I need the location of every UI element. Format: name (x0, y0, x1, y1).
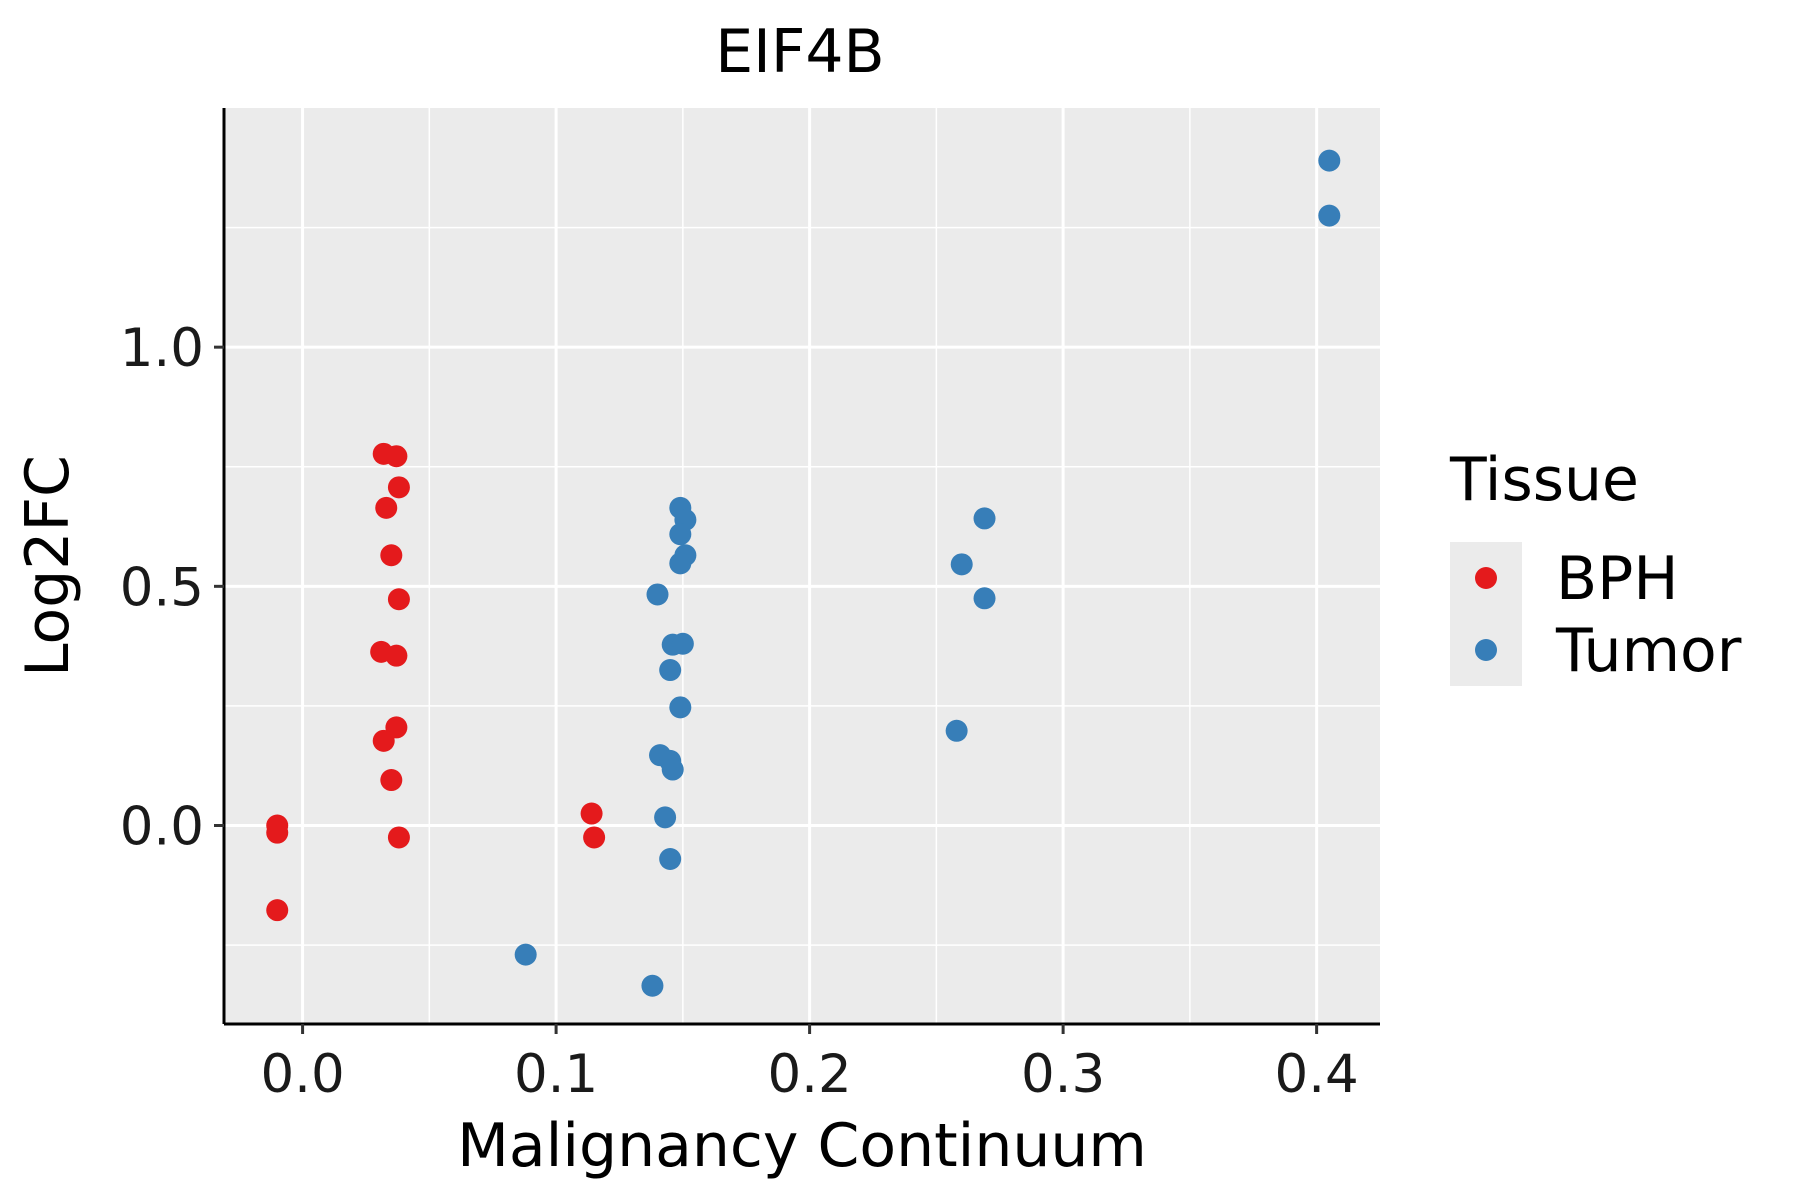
data-point-tumor (1318, 204, 1341, 227)
legend-title: Tissue (1449, 445, 1639, 515)
major-gridlines (224, 108, 1380, 1024)
data-point-tumor (659, 847, 682, 870)
data-point-tumor (659, 659, 682, 682)
x-axis-ticks: 0.0 0.1 0.2 0.3 0.4 (260, 1024, 1359, 1105)
data-point-bph (266, 899, 289, 922)
legend-label-bph: BPH (1556, 544, 1678, 614)
data-point-tumor (1318, 149, 1341, 172)
x-tick-label: 0.3 (1021, 1044, 1105, 1105)
data-point-tumor (973, 507, 996, 530)
data-point-tumor (669, 523, 692, 546)
data-point-tumor (646, 583, 669, 606)
x-axis-title: Malignancy Continuum (457, 1111, 1147, 1181)
x-tick-label: 0.0 (260, 1044, 344, 1105)
data-point-bph (385, 644, 408, 667)
data-point-bph (372, 729, 395, 752)
chart-title: EIF4B (715, 17, 884, 87)
data-point-bph (387, 588, 410, 611)
data-point-bph (387, 826, 410, 849)
data-point-tumor (641, 974, 664, 997)
y-axis-ticks: 0.0 0.5 1.0 (120, 318, 224, 857)
data-point-tumor (671, 632, 694, 655)
y-tick-label: 1.0 (120, 318, 204, 379)
legend-marker-bph (1475, 567, 1497, 589)
plot-panel (224, 108, 1380, 1024)
data-point-bph (380, 544, 403, 567)
data-point-bph (385, 445, 408, 468)
data-point-bph (387, 476, 410, 499)
legend: Tissue BPH Tumor (1449, 445, 1742, 686)
minor-gridlines (224, 108, 1380, 1024)
data-point-tumor (945, 719, 968, 742)
data-point-tumor (514, 943, 537, 966)
data-point-bph (266, 821, 289, 844)
data-point-bph (583, 826, 606, 849)
x-tick-label: 0.2 (767, 1044, 851, 1105)
data-point-bph (580, 802, 603, 825)
data-point-tumor (654, 806, 677, 829)
data-point-tumor (973, 587, 996, 610)
x-tick-label: 0.4 (1274, 1044, 1358, 1105)
y-tick-label: 0.0 (120, 796, 204, 857)
data-point-bph (380, 769, 403, 792)
y-tick-label: 0.5 (120, 557, 204, 618)
data-points (266, 149, 1341, 997)
data-point-tumor (669, 696, 692, 719)
legend-label-tumor: Tumor (1555, 616, 1742, 686)
data-point-tumor (661, 758, 684, 781)
data-point-bph (375, 496, 398, 519)
y-axis-title: Log2FC (13, 455, 83, 677)
data-point-tumor (950, 553, 973, 576)
legend-marker-tumor (1475, 639, 1497, 661)
x-tick-label: 0.1 (514, 1044, 598, 1105)
data-point-tumor (669, 552, 692, 575)
